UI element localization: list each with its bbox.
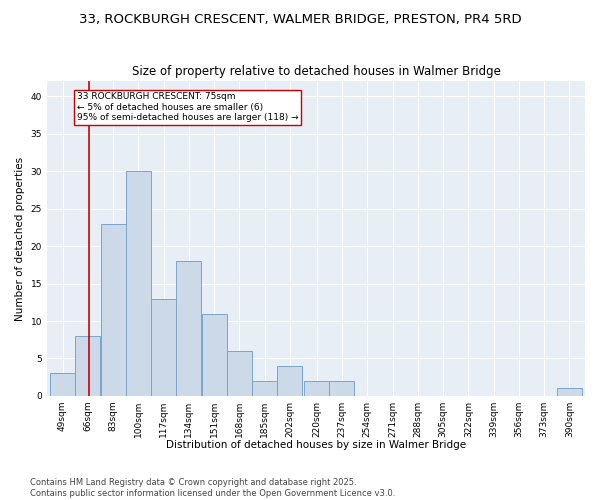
Bar	[202, 314, 227, 396]
Bar	[75, 336, 100, 396]
Bar	[277, 366, 302, 396]
Bar	[126, 171, 151, 396]
Bar	[557, 388, 582, 396]
Text: 33, ROCKBURGH CRESCENT, WALMER BRIDGE, PRESTON, PR4 5RD: 33, ROCKBURGH CRESCENT, WALMER BRIDGE, P…	[79, 12, 521, 26]
Bar	[252, 381, 277, 396]
Bar	[50, 374, 75, 396]
Title: Size of property relative to detached houses in Walmer Bridge: Size of property relative to detached ho…	[131, 66, 500, 78]
Bar	[176, 261, 202, 396]
Bar	[101, 224, 125, 396]
Bar	[227, 351, 252, 396]
Text: 33 ROCKBURGH CRESCENT: 75sqm
← 5% of detached houses are smaller (6)
95% of semi: 33 ROCKBURGH CRESCENT: 75sqm ← 5% of det…	[77, 92, 298, 122]
Y-axis label: Number of detached properties: Number of detached properties	[15, 156, 25, 320]
Bar	[329, 381, 355, 396]
Bar	[151, 298, 176, 396]
Bar	[304, 381, 329, 396]
X-axis label: Distribution of detached houses by size in Walmer Bridge: Distribution of detached houses by size …	[166, 440, 466, 450]
Text: Contains HM Land Registry data © Crown copyright and database right 2025.
Contai: Contains HM Land Registry data © Crown c…	[30, 478, 395, 498]
